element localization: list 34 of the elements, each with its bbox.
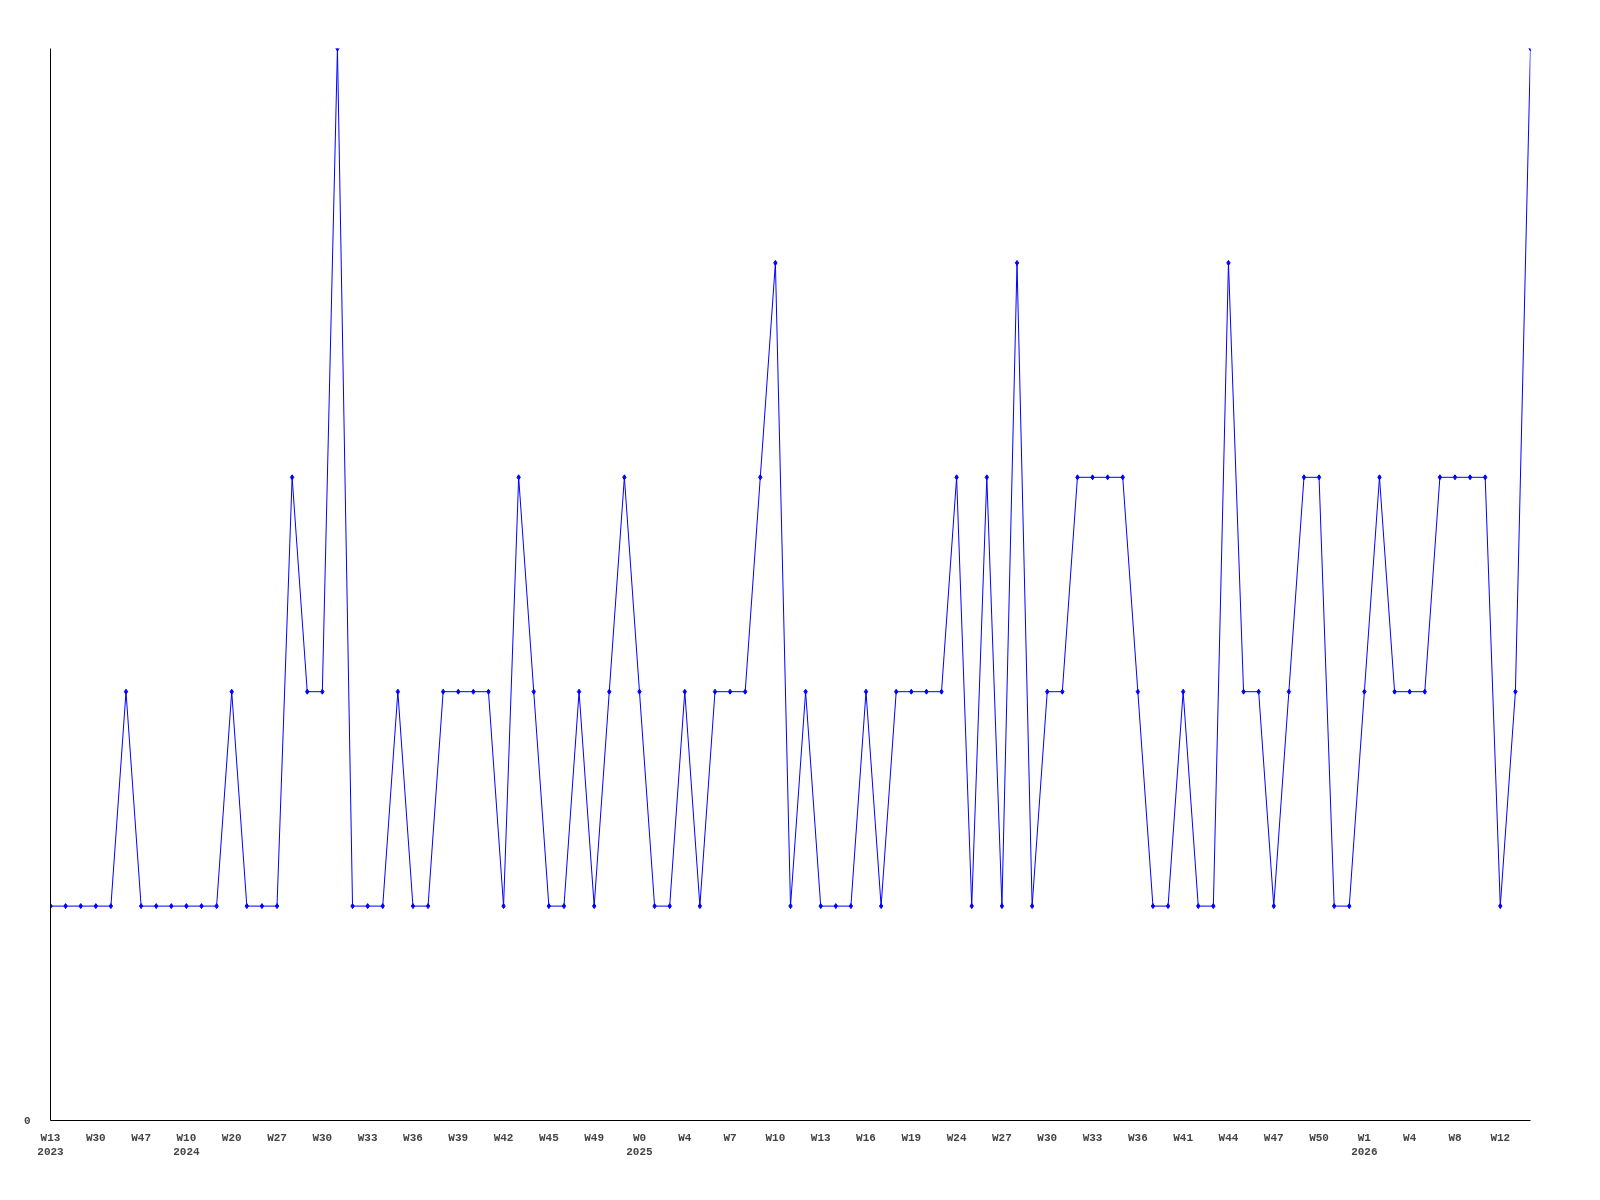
x-tick-label: W30: [312, 1131, 333, 1144]
x-tick-label: W10: [765, 1131, 786, 1144]
x-tick-label: W50: [1309, 1131, 1329, 1144]
text: 0: [23, 1115, 31, 1127]
x-tick-label: W30: [1037, 1131, 1058, 1144]
x-tick-label: W47: [131, 1131, 152, 1144]
x-tick-label: W8: [1448, 1131, 1462, 1144]
x-tick-label: W27: [992, 1131, 1012, 1144]
x-tick-label: W20: [221, 1131, 242, 1144]
x-tick-label: W13: [810, 1131, 831, 1144]
x-tick-label: W7: [723, 1131, 737, 1144]
x-tick-label: W4: [678, 1131, 692, 1144]
x-tick-label: W30: [85, 1131, 106, 1144]
x-tick-label: W10 2024: [173, 1131, 201, 1158]
x-tick-label: W36: [403, 1131, 423, 1144]
x-tick-label: W45: [538, 1131, 560, 1144]
x-tick-label: W19: [901, 1131, 922, 1144]
x-tick-label: W1 2026: [1351, 1131, 1378, 1158]
x-tick-label: W16: [856, 1131, 876, 1144]
x-tick-label: W4: [1403, 1131, 1417, 1144]
x-tick-label: W36: [1127, 1131, 1148, 1144]
x-tick-label: W41: [1173, 1131, 1194, 1144]
x-tick-label: W27: [267, 1131, 287, 1144]
x-tick-label: W24: [946, 1131, 967, 1144]
x-tick-label: W44: [1218, 1131, 1239, 1144]
x-tick-label: W39: [448, 1131, 469, 1144]
x-tick-label: W49: [584, 1131, 605, 1144]
x-tick-label: W47: [1263, 1131, 1284, 1144]
x-tick-label: W12: [1490, 1131, 1511, 1144]
x-tick-label: W42: [493, 1131, 514, 1144]
x-tick-label: W33: [357, 1131, 378, 1144]
x-tick-label: W0 2025: [626, 1131, 654, 1158]
x-tick-label: W33: [1082, 1131, 1103, 1144]
x-tick-label: W13 2023: [37, 1131, 65, 1158]
